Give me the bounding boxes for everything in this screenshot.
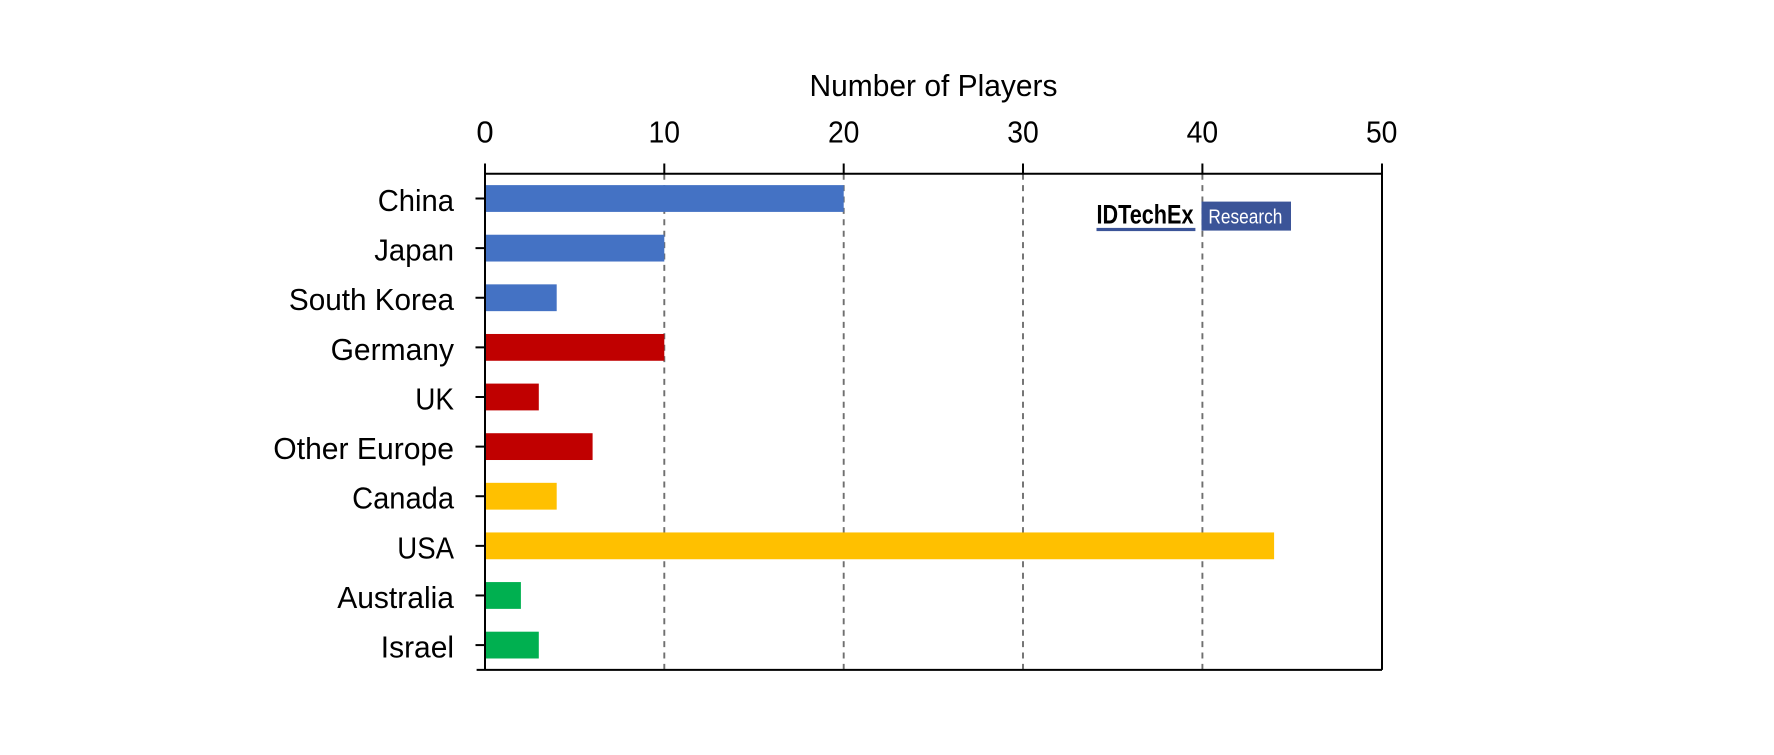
svg-text:40: 40	[1187, 114, 1219, 149]
svg-text:Israel: Israel	[381, 629, 454, 664]
svg-text:Japan: Japan	[374, 233, 454, 268]
svg-text:20: 20	[828, 114, 860, 149]
svg-text:0: 0	[476, 114, 493, 149]
svg-text:50: 50	[1366, 114, 1398, 149]
svg-text:Other Europe: Other Europe	[273, 431, 454, 466]
svg-text:30: 30	[1007, 114, 1039, 149]
svg-text:Number of Players: Number of Players	[810, 68, 1058, 103]
svg-text:Germany: Germany	[331, 332, 455, 367]
svg-text:South Korea: South Korea	[289, 282, 455, 317]
svg-text:Canada: Canada	[352, 481, 455, 516]
svg-text:USA: USA	[397, 530, 454, 565]
svg-text:UK: UK	[415, 381, 454, 416]
svg-text:China: China	[378, 183, 455, 218]
svg-text:Research: Research	[1208, 206, 1282, 229]
svg-text:IDTechEx: IDTechEx	[1097, 200, 1194, 230]
svg-text:10: 10	[649, 114, 681, 149]
svg-text:Australia: Australia	[337, 580, 455, 615]
